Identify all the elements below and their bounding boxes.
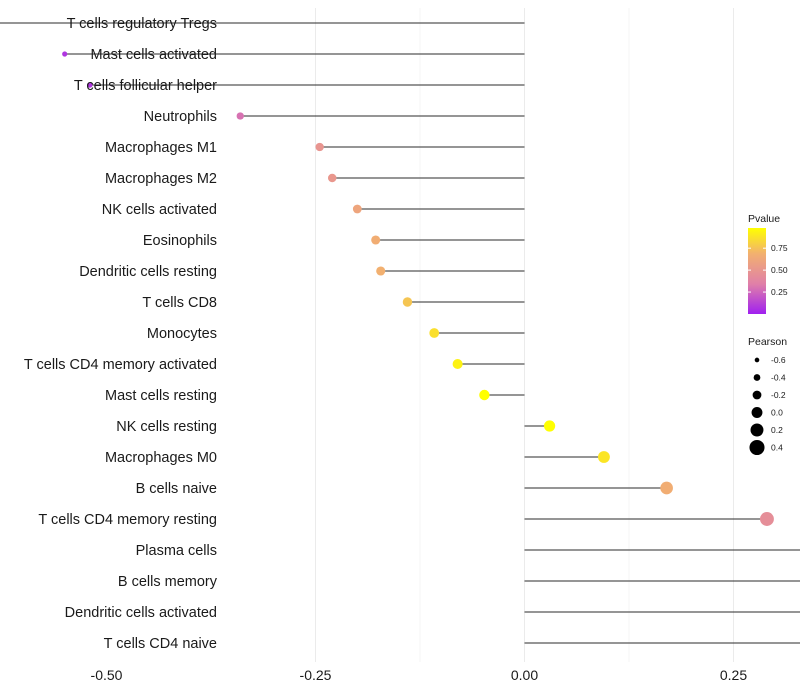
x-tick-label: 0.00 (511, 667, 538, 683)
lollipop-point (660, 481, 673, 495)
pearson-size-label: -0.2 (771, 390, 786, 400)
lollipop-point (315, 142, 324, 152)
pearson-size-label: 0.0 (771, 408, 783, 418)
category-label: T cells regulatory Tregs (67, 16, 217, 32)
pearson-size-key (751, 407, 763, 418)
pearson-size-key (749, 439, 765, 456)
pearson-size-key (752, 390, 762, 400)
category-label: T cells CD4 memory resting (38, 512, 217, 528)
category-label: B cells naive (136, 481, 217, 497)
pearson-legend-title: Pearson (748, 336, 787, 348)
lollipop-point (327, 173, 337, 183)
category-label: T cells CD8 (142, 295, 217, 311)
stems (0, 22, 800, 644)
pvalue-tick-label: 0.25 (771, 287, 788, 297)
lollipop-point (402, 297, 413, 307)
lollipop-point (371, 235, 381, 245)
lollipop-point (62, 51, 68, 57)
category-label: T cells CD4 naive (104, 636, 217, 652)
category-label: Neutrophils (144, 109, 217, 125)
category-label: NK cells resting (116, 419, 217, 435)
x-tick-label: 0.25 (720, 667, 747, 683)
category-label: Plasma cells (136, 543, 217, 559)
pvalue-colorbar (748, 228, 766, 314)
pearson-size-key (753, 374, 761, 381)
category-label: Macrophages M1 (105, 140, 217, 156)
pearson-size-label: -0.4 (771, 373, 786, 383)
category-label: Macrophages M2 (105, 171, 217, 187)
pearson-size-key (754, 357, 760, 363)
lollipop-point (376, 266, 386, 276)
grid (315, 8, 734, 662)
pearson-size-key (750, 423, 764, 437)
lollipop-point (429, 328, 440, 338)
pearson-size-label: 0.4 (771, 443, 783, 453)
category-label: Dendritic cells resting (79, 264, 217, 280)
category-labels: T cells regulatory Tregs Mast cells activ… (24, 16, 218, 652)
lollipop-point (352, 204, 362, 214)
category-label: NK cells activated (102, 202, 217, 218)
category-label: Mast cells activated (90, 47, 217, 63)
x-tick-label: -0.50 (91, 667, 123, 683)
pvalue-legend: Pvalue 0.75 0.50 0.25 (748, 213, 788, 314)
lollipop-point (87, 82, 93, 88)
category-label: Eosinophils (143, 233, 217, 249)
category-label: Macrophages M0 (105, 450, 217, 466)
lollipop-point (236, 112, 244, 120)
category-label: T cells CD4 memory activated (24, 357, 217, 373)
category-label: T cells follicular helper (74, 78, 217, 94)
lollipop-point (452, 358, 463, 370)
pvalue-tick-label: 0.75 (771, 243, 788, 253)
category-label: B cells memory (118, 574, 218, 590)
pvalue-tick-label: 0.50 (771, 265, 788, 275)
x-tick-label: -0.25 (300, 667, 332, 683)
lollipop-point (759, 512, 774, 526)
lollipop-point (543, 420, 556, 432)
category-label: Mast cells resting (105, 388, 217, 404)
pearson-size-label: -0.6 (771, 355, 786, 365)
pearson-size-label: 0.2 (771, 425, 783, 435)
category-label: Dendritic cells activated (65, 605, 217, 621)
lollipop-point (597, 451, 610, 463)
category-label: Monocytes (147, 326, 217, 342)
pearson-legend: Pearson -0.6 -0.4 -0.2 0.0 0.2 0.4 (748, 336, 787, 456)
points (62, 51, 774, 526)
lollipop-point (479, 389, 490, 401)
x-axis-ticks: -0.50 -0.25 0.00 0.25 (91, 667, 748, 683)
pvalue-legend-title: Pvalue (748, 213, 780, 225)
